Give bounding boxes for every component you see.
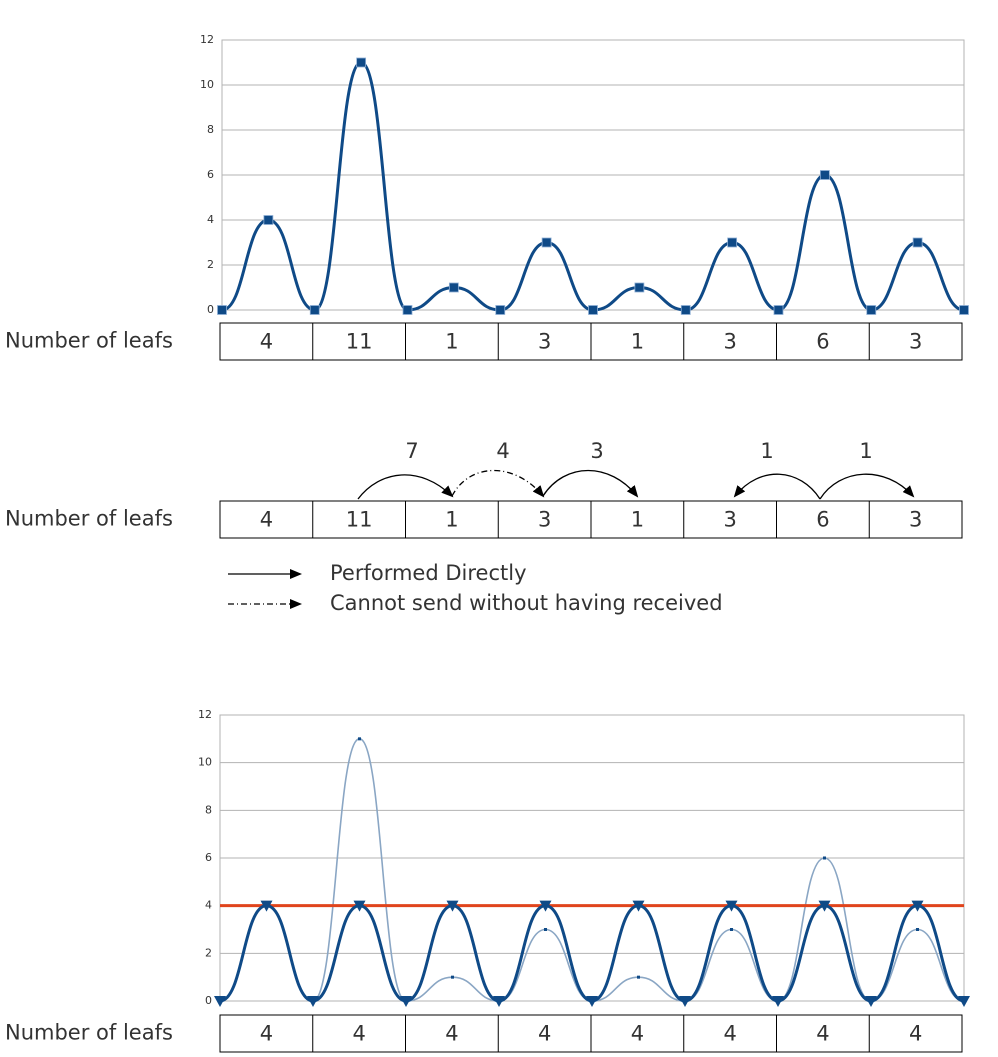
marker xyxy=(772,996,784,1007)
cell: 1 xyxy=(631,330,644,354)
arrow xyxy=(451,469,545,498)
marker xyxy=(637,975,640,979)
y-tick-label: 4 xyxy=(205,899,212,912)
marker xyxy=(539,900,552,912)
cell: 3 xyxy=(723,508,736,532)
y-tick-label: 4 xyxy=(207,213,214,226)
y-tick-label: 10 xyxy=(198,756,212,769)
marker xyxy=(586,996,598,1007)
marker xyxy=(588,305,598,315)
transfer-label: 7 xyxy=(405,439,418,463)
marker xyxy=(823,856,826,860)
y-tick-label: 2 xyxy=(205,946,212,959)
marker xyxy=(634,282,645,293)
marker xyxy=(307,996,319,1007)
marker xyxy=(309,305,320,315)
cell: 4 xyxy=(260,508,273,532)
y-tick-label: 12 xyxy=(200,33,214,46)
row-label: Number of leafs xyxy=(5,507,173,531)
arrow xyxy=(542,469,639,498)
marker xyxy=(358,737,361,741)
marker xyxy=(958,996,970,1007)
transfer-arrows xyxy=(357,469,915,500)
cell: 3 xyxy=(723,330,736,354)
marker xyxy=(541,237,552,248)
y-tick-label: 8 xyxy=(205,803,212,816)
marker xyxy=(214,996,226,1007)
marker xyxy=(356,57,367,68)
marker xyxy=(451,975,454,979)
marker xyxy=(773,305,784,315)
cell: 1 xyxy=(445,508,458,532)
y-tick-label: 6 xyxy=(205,851,212,864)
cell: 4 xyxy=(816,1022,829,1046)
marker xyxy=(911,900,924,912)
transfer-label: 1 xyxy=(760,439,773,463)
cell: 1 xyxy=(445,330,458,354)
arrow xyxy=(819,473,915,500)
cell: 4 xyxy=(909,1022,922,1046)
marker xyxy=(727,237,738,248)
y-tick-label: 12 xyxy=(198,708,212,721)
y-tick-label: 2 xyxy=(207,258,214,271)
marker xyxy=(400,996,412,1007)
marker xyxy=(819,170,830,180)
arrow xyxy=(357,474,454,500)
cell: 11 xyxy=(346,508,373,532)
arrow xyxy=(733,473,821,500)
transfer-label: 4 xyxy=(496,439,509,463)
marker xyxy=(260,900,273,912)
marker xyxy=(493,996,505,1007)
cell: 6 xyxy=(816,330,829,354)
marker xyxy=(353,900,366,912)
y-tick-label: 10 xyxy=(200,78,214,91)
y-tick-label: 8 xyxy=(207,123,214,136)
row-label: Number of leafs xyxy=(5,329,173,353)
cell: 3 xyxy=(909,330,922,354)
marker xyxy=(725,900,738,912)
marker xyxy=(446,900,459,912)
marker xyxy=(632,900,645,912)
marker xyxy=(402,305,413,315)
marker xyxy=(217,305,227,315)
cell: 4 xyxy=(260,330,273,354)
marker xyxy=(730,928,733,931)
marker xyxy=(818,900,831,912)
legend-label: Cannot send without having received xyxy=(330,591,723,615)
y-tick-label: 0 xyxy=(207,303,214,316)
marker xyxy=(448,282,459,293)
cell: 3 xyxy=(909,508,922,532)
cell: 4 xyxy=(260,1022,273,1046)
cell: 11 xyxy=(346,330,373,354)
marker xyxy=(865,996,877,1007)
cell: 3 xyxy=(538,330,551,354)
y-tick-label: 6 xyxy=(207,168,214,181)
series-line xyxy=(219,738,965,1002)
marker xyxy=(912,237,923,248)
marker xyxy=(544,928,547,931)
cell: 1 xyxy=(631,508,644,532)
cell: 4 xyxy=(723,1022,736,1046)
cell: 4 xyxy=(352,1022,365,1046)
marker xyxy=(263,215,274,225)
row-label: Number of leafs xyxy=(5,1021,173,1045)
marker xyxy=(679,996,691,1007)
marker xyxy=(495,305,506,315)
transfer-label: 1 xyxy=(859,439,872,463)
marker xyxy=(680,305,691,315)
marker xyxy=(959,305,969,315)
cell: 3 xyxy=(538,508,551,532)
cell: 6 xyxy=(816,508,829,532)
cell: 4 xyxy=(445,1022,458,1046)
marker xyxy=(916,928,919,931)
transfer-label: 3 xyxy=(590,439,603,463)
legend-label: Performed Directly xyxy=(330,561,527,585)
series-line xyxy=(221,60,965,312)
y-tick-label: 0 xyxy=(205,994,212,1007)
cell: 4 xyxy=(631,1022,644,1046)
cell: 4 xyxy=(538,1022,551,1046)
marker xyxy=(866,305,877,315)
